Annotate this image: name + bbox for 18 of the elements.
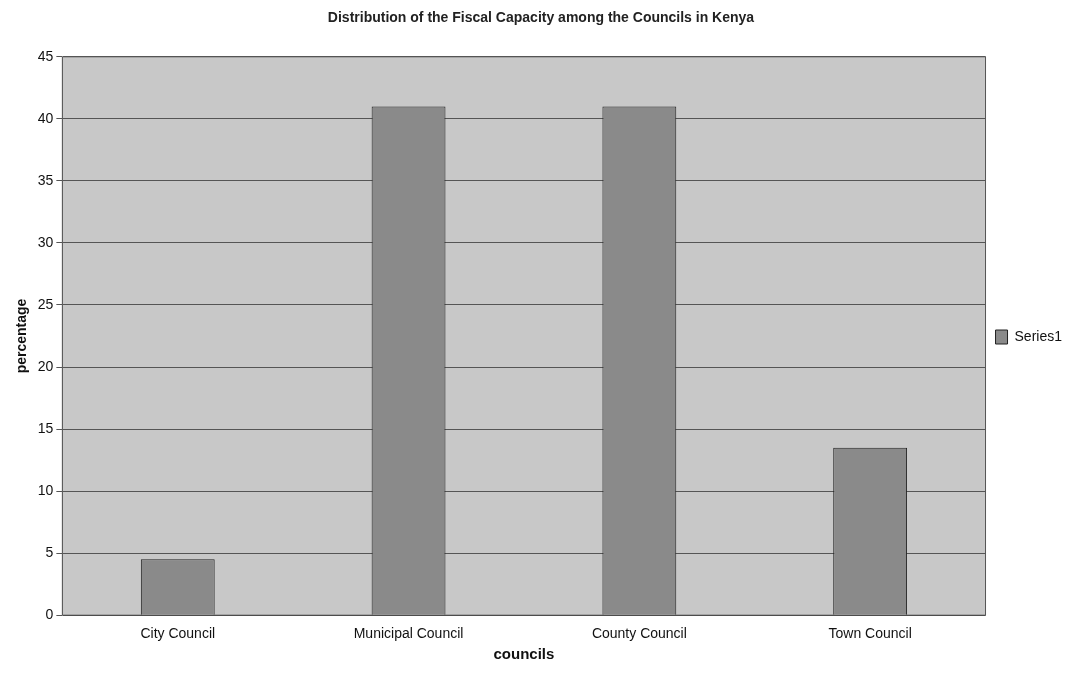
x-tick-label: Municipal Council	[353, 625, 464, 642]
y-tick-label: 10	[37, 481, 54, 498]
legend-label: Series1	[1014, 327, 1063, 344]
y-tick-label: 30	[37, 233, 54, 250]
y-tick-label: 5	[45, 544, 54, 561]
x-tick-label: County Council	[591, 625, 687, 642]
chart-title: Distribution of the Fiscal Capacity among the Councils in Kenya	[327, 9, 755, 26]
y-tick-label: 45	[37, 47, 54, 64]
y-tick-label: 25	[37, 295, 54, 312]
y-tick-label: 20	[37, 357, 54, 374]
x-tick-label: City Council	[140, 625, 216, 642]
y-tick-label: 35	[37, 171, 54, 188]
y-tick-label: 0	[45, 606, 54, 623]
y-tick-label: 40	[37, 109, 54, 126]
y-axis-title: percentage	[13, 298, 30, 374]
y-tick-label: 15	[37, 419, 54, 436]
x-tick-label: Town Council	[828, 625, 912, 642]
x-axis-title: councils	[493, 645, 555, 663]
